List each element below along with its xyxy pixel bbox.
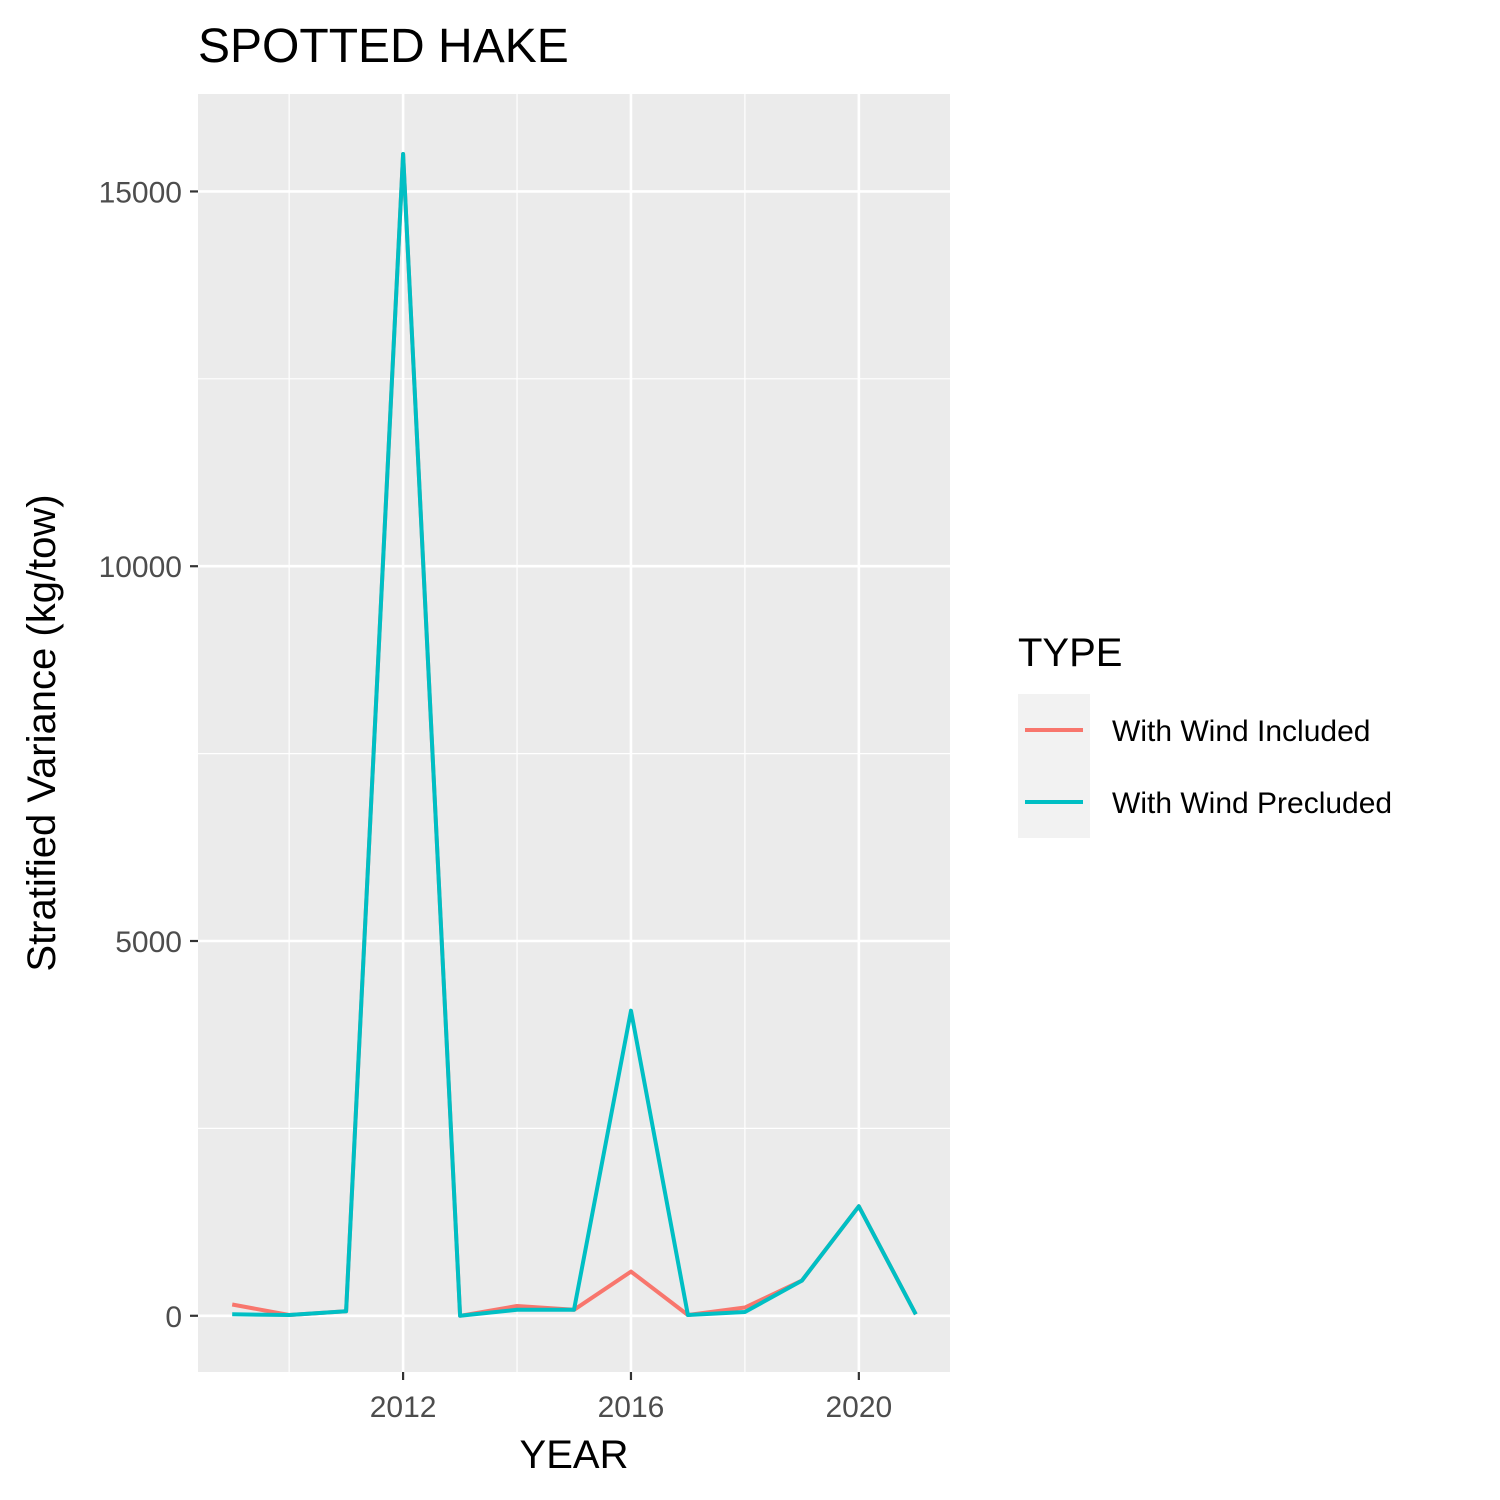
grid-major [198, 94, 950, 1372]
y-tick-label: 15000 [99, 176, 182, 209]
x-axis-title: YEAR [520, 1433, 629, 1477]
x-tick-label: 2012 [370, 1391, 437, 1424]
legend-label-with-wind-included: With Wind Included [1112, 715, 1370, 748]
y-axis: 0 5000 10000 15000 [99, 176, 198, 1334]
legend-title: TYPE [1018, 631, 1122, 675]
legend: TYPE With Wind Included With Wind Preclu… [1018, 631, 1392, 838]
x-axis: 2012 2016 2020 [370, 1372, 892, 1424]
plot-panel [198, 94, 950, 1372]
series-line-with-wind-precluded [232, 152, 918, 1318]
chart-title: SPOTTED HAKE [198, 20, 569, 73]
y-tick-label: 5000 [115, 926, 182, 959]
y-tick-label: 10000 [99, 551, 182, 584]
x-tick-label: 2016 [598, 1391, 665, 1424]
y-axis-title: Stratified Variance (kg/tow) [20, 494, 64, 971]
legend-label-with-wind-precluded: With Wind Precluded [1112, 787, 1392, 820]
x-tick-label: 2020 [825, 1391, 892, 1424]
grid-minor [198, 94, 950, 1372]
series-layer [231, 152, 918, 1318]
y-tick-label: 0 [165, 1301, 182, 1334]
